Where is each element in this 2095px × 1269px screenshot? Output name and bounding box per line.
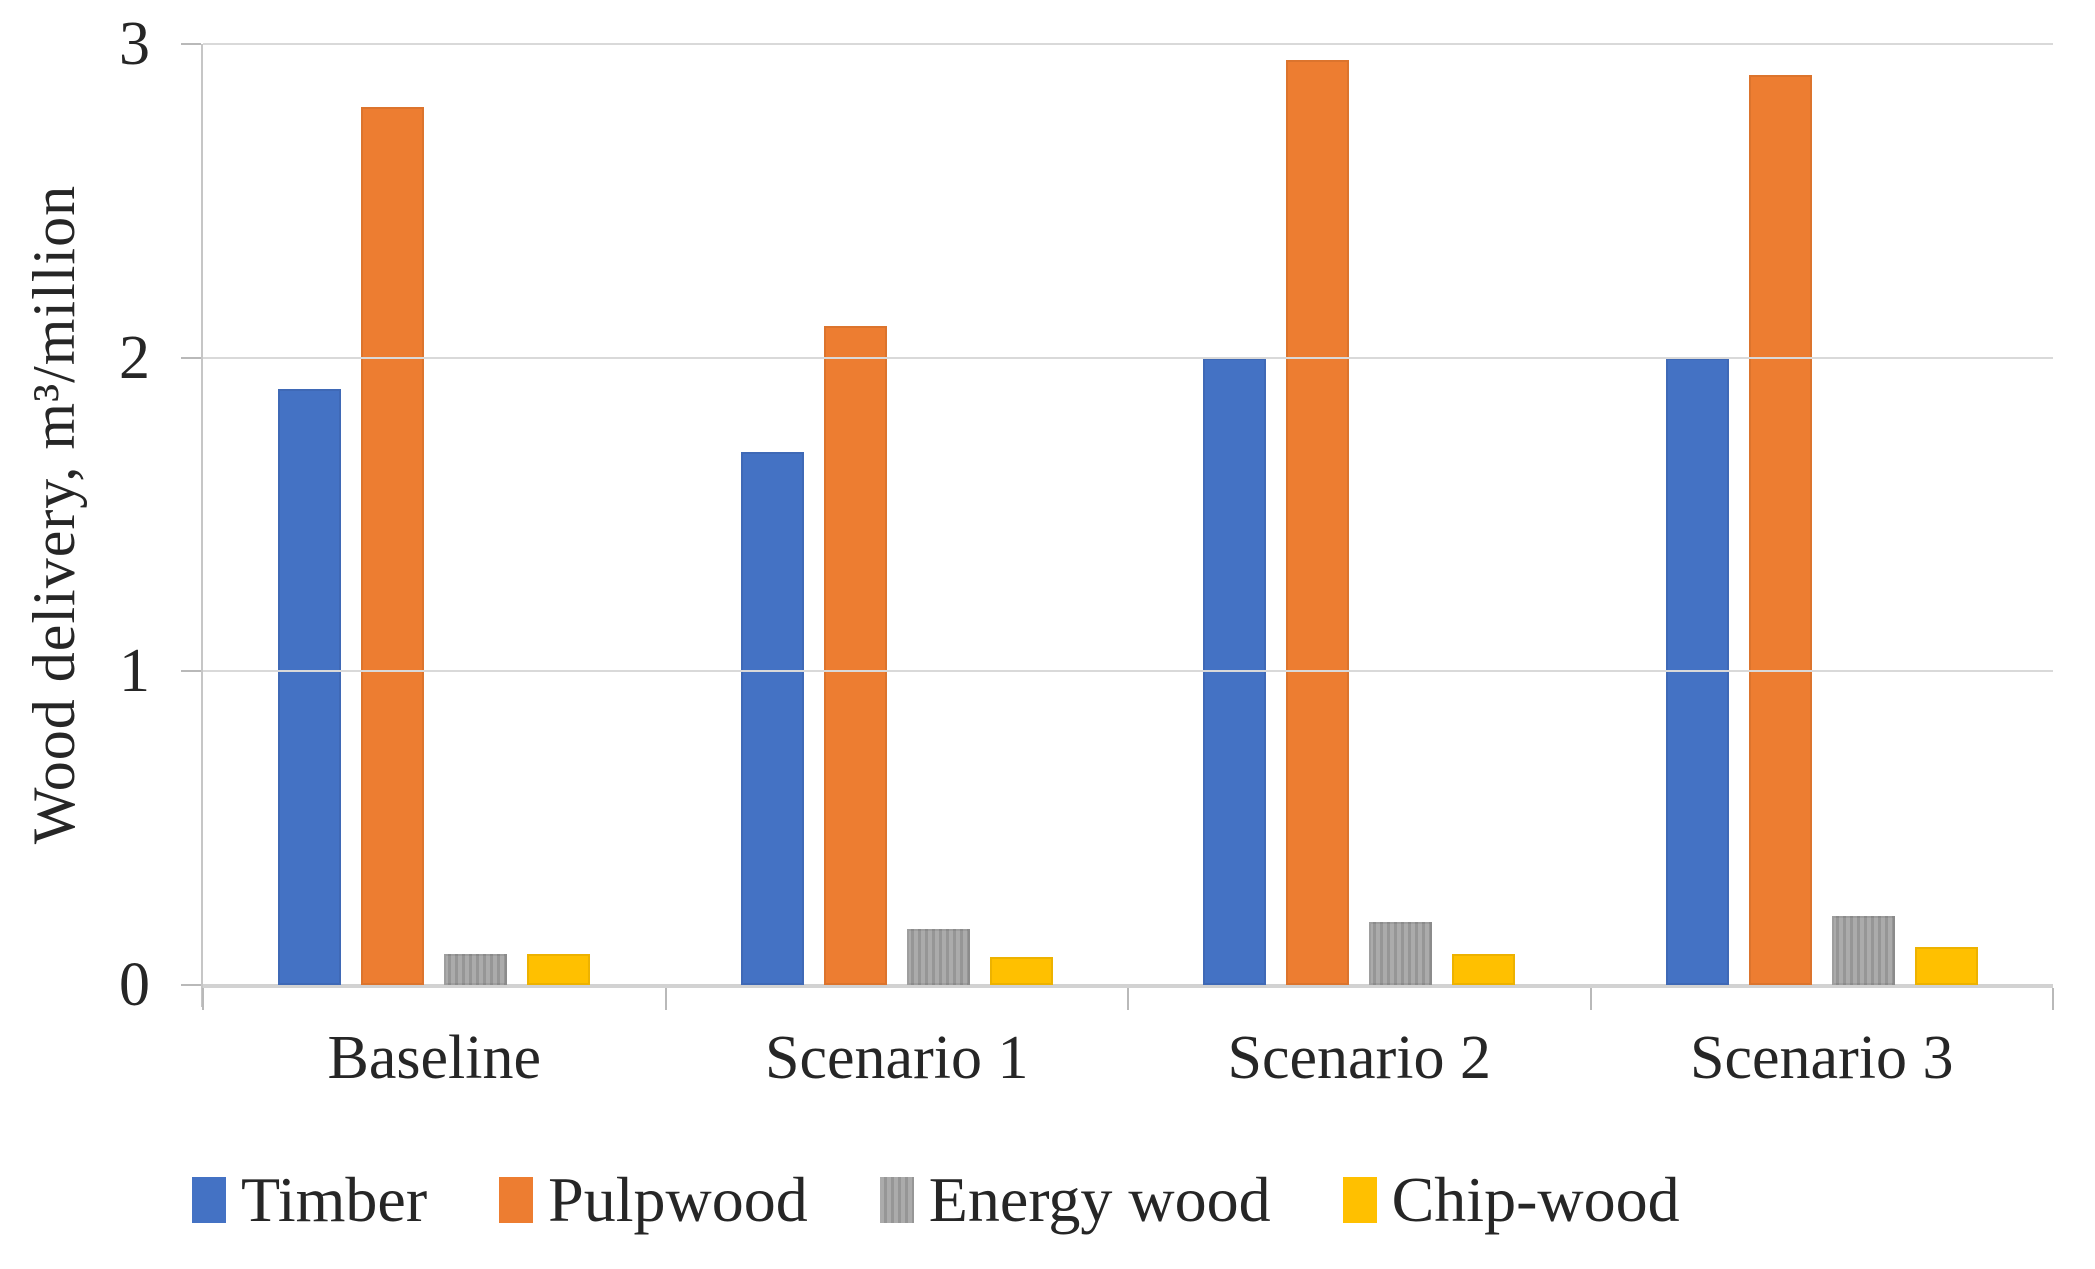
x-axis-label-baseline: Baseline — [327, 1024, 542, 1092]
bar-energy-wood-baseline — [444, 953, 508, 985]
x-axis-label-scenario-1: Scenario 1 — [765, 1024, 1029, 1092]
bar-chip-wood-scenario-3 — [1914, 947, 1978, 985]
bar-timber-baseline — [278, 389, 342, 985]
bar-timber-scenario-1 — [740, 451, 804, 985]
legend-item-pulpwood: Pulpwood — [499, 1158, 808, 1242]
bar-group-baseline — [203, 44, 666, 985]
y-tick-label-1: 1 — [119, 637, 150, 706]
bar-energy-wood-scenario-3 — [1831, 916, 1895, 985]
x-axis-label-scenario-3: Scenario 3 — [1690, 1024, 1954, 1092]
legend-marker-energy-wood-icon — [879, 1177, 914, 1223]
legend-marker-chip-wood-icon — [1342, 1177, 1377, 1223]
x-axis-line — [203, 984, 2053, 988]
gridline-3 — [203, 43, 2053, 45]
x-tick-mark-2 — [1127, 988, 1129, 1010]
bar-group-scenario-1 — [666, 44, 1129, 985]
bar-pulpwood-scenario-2 — [1286, 59, 1350, 985]
y-axis-title: Wood delivery, m³/million — [0, 44, 110, 985]
y-tick-label-0: 0 — [119, 951, 150, 1019]
bar-groups — [203, 44, 2053, 985]
bar-pulpwood-scenario-3 — [1748, 75, 1812, 985]
gridline-1 — [203, 670, 2053, 673]
legend-marker-timber-icon — [192, 1177, 226, 1223]
x-tick-mark-1 — [664, 988, 667, 1010]
legend: Timber Pulpwood Energy wood Chip-wood — [192, 1158, 2035, 1242]
y-tick-label-2: 2 — [119, 323, 150, 392]
bar-pulpwood-scenario-1 — [823, 326, 887, 985]
y-axis-line — [201, 44, 203, 1007]
gridline-2 — [203, 356, 2053, 359]
plot-area — [181, 43, 2054, 1010]
legend-label-timber: Timber — [241, 1164, 428, 1235]
y-tick-mark-3 — [181, 43, 201, 45]
bar-group-scenario-3 — [1591, 44, 2054, 985]
bar-group-scenario-2 — [1128, 44, 1591, 985]
y-tick-mark-0 — [181, 984, 201, 986]
legend-label-chip-wood: Chip-wood — [1391, 1164, 1680, 1235]
legend-label-pulpwood: Pulpwood — [548, 1164, 808, 1235]
legend-item-chip-wood: Chip-wood — [1342, 1158, 1680, 1242]
y-axis-title-text: Wood delivery, m³/million — [21, 184, 88, 845]
x-axis-label-scenario-2: Scenario 2 — [1227, 1024, 1491, 1092]
bar-energy-wood-scenario-1 — [906, 928, 970, 985]
x-tick-mark-3 — [1589, 988, 1592, 1010]
y-tick-mark-2 — [181, 356, 201, 359]
legend-label-energy-wood: Energy wood — [928, 1164, 1271, 1235]
y-tick-label-3: 3 — [119, 10, 150, 78]
bar-pulpwood-baseline — [361, 106, 425, 985]
legend-item-timber: Timber — [192, 1158, 427, 1242]
x-axis-labels: Baseline Scenario 1 Scenario 2 Scenario 3 — [203, 1018, 2053, 1098]
x-tick-mark-0 — [202, 988, 204, 1010]
legend-item-energy-wood: Energy wood — [879, 1158, 1271, 1242]
bar-chip-wood-baseline — [527, 953, 591, 985]
y-tick-mark-1 — [181, 670, 201, 673]
x-tick-mark-4 — [2052, 988, 2054, 1010]
bar-chip-wood-scenario-2 — [1452, 953, 1516, 985]
legend-marker-pulpwood-icon — [499, 1177, 534, 1223]
bar-energy-wood-scenario-2 — [1369, 922, 1433, 985]
bar-chip-wood-scenario-1 — [989, 956, 1053, 985]
